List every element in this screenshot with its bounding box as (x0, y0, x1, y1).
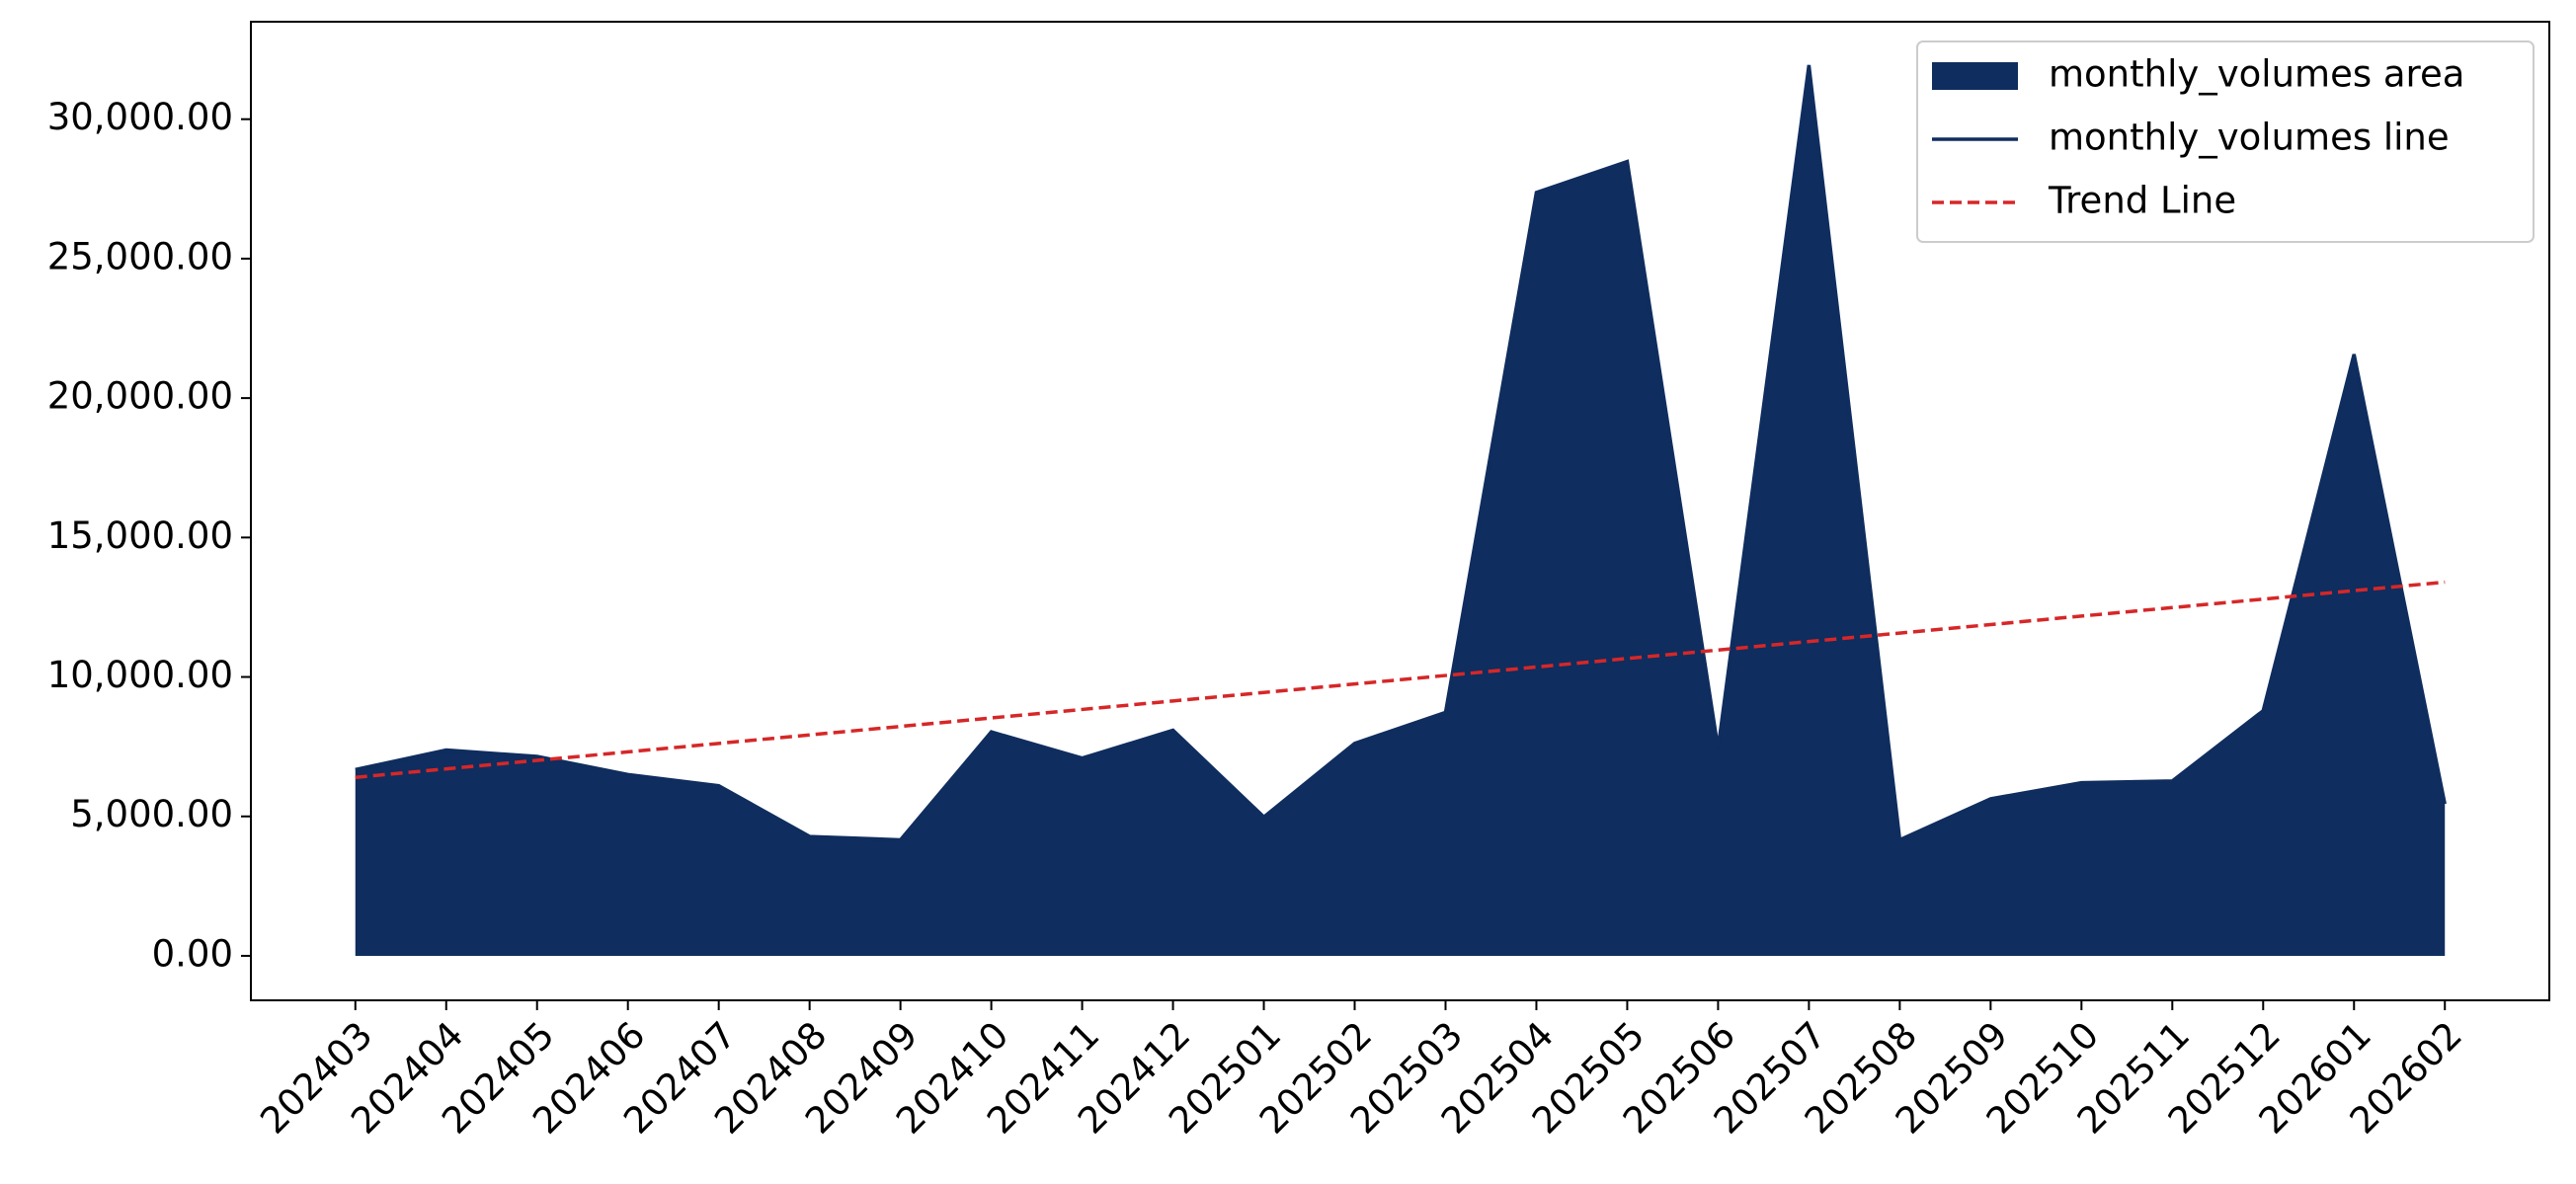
line (355, 64, 2447, 843)
legend-label: monthly_volumes area (2049, 53, 2464, 96)
legend: monthly_volumes area monthly_volumes line… (1916, 40, 2535, 243)
legend-swatch (1932, 62, 2018, 90)
y-tick-label: 10,000.00 (47, 654, 233, 696)
trend-line (355, 580, 2446, 779)
y-tick-label: 5,000.00 (70, 793, 233, 835)
y-tick-label: 30,000.00 (47, 96, 233, 138)
plot-frame (250, 21, 2550, 1001)
y-tick-label: 15,000.00 (47, 514, 233, 557)
legend-box (1916, 40, 2535, 243)
legend-label: monthly_volumes line (2049, 117, 2450, 159)
y-tick-label: 0.00 (152, 932, 233, 975)
y-tick-label: 25,000.00 (47, 235, 233, 277)
area (355, 64, 2446, 956)
legend-label: Trend Line (2048, 180, 2236, 222)
y-tick-label: 20,000.00 (47, 375, 233, 418)
